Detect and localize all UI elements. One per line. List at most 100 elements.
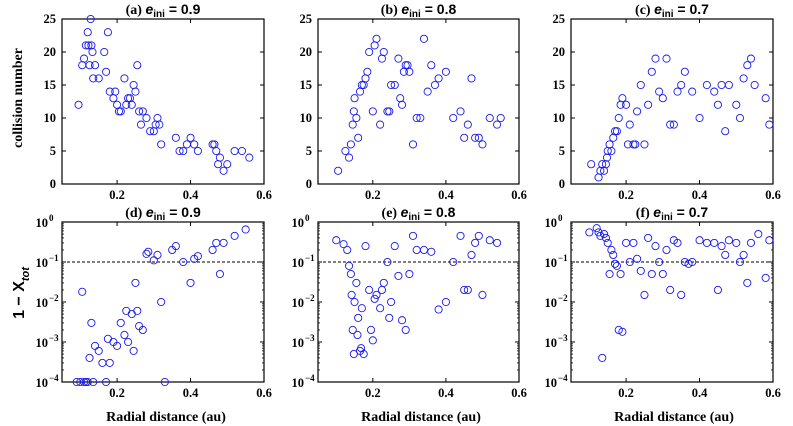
data-point (383, 257, 392, 267)
data-point (401, 325, 410, 335)
y-tick-label: 10 (36, 296, 49, 310)
panel-d: (d) eini = 0.90.2 0.4 0.610 −410 −310 −210 −11… (36, 204, 272, 400)
data-point (398, 100, 407, 109)
data-point (334, 166, 343, 175)
data-point (427, 247, 436, 256)
data-point (129, 80, 138, 90)
y-tick-label: 25 (44, 12, 57, 26)
panel-title-symbol: e (654, 1, 662, 17)
data-point (467, 250, 476, 260)
data-point (353, 330, 362, 340)
data-point (423, 87, 432, 96)
data-point (190, 140, 199, 149)
data-point (669, 120, 678, 129)
x-tick-label: 0.6 (511, 188, 527, 202)
y-tick-label-exponent: 0 (305, 213, 310, 223)
data-point (750, 80, 759, 90)
y-tick-label: 10 (545, 216, 558, 230)
data-point (212, 238, 221, 247)
data-point (666, 285, 675, 295)
data-point (135, 107, 144, 116)
data-point (85, 61, 94, 70)
panel-title-symbol: e (401, 204, 409, 220)
panel-title-sub: ini (661, 212, 673, 223)
y-tick-label-exponent: −2 (558, 293, 568, 303)
data-point (349, 107, 358, 116)
data-point (684, 259, 693, 268)
y-tick-label: 15 (553, 78, 566, 92)
y-tick-label: 10 (36, 376, 49, 390)
data-point (157, 140, 166, 149)
data-point (365, 285, 374, 295)
data-point (94, 74, 103, 83)
data-point (385, 107, 394, 116)
data-point (662, 245, 671, 255)
data-point (688, 87, 697, 96)
data-point (208, 245, 217, 255)
y-tick-label-exponent: −3 (49, 333, 59, 343)
data-point (357, 80, 366, 90)
data-point (94, 346, 103, 355)
data-point (131, 278, 140, 287)
panel-title-symbol: e (401, 1, 409, 17)
data-point (724, 80, 733, 90)
data-point (387, 80, 396, 90)
data-point (370, 294, 379, 303)
data-point (136, 120, 146, 129)
data-point (370, 41, 379, 50)
data-point (702, 238, 711, 247)
data-point (85, 353, 94, 362)
data-point (349, 349, 358, 359)
data-point (449, 257, 458, 267)
plot-frame (317, 18, 520, 185)
data-point (434, 74, 443, 83)
data-point (361, 242, 370, 251)
x-tick-label: 0.6 (511, 386, 527, 400)
data-point (622, 100, 631, 109)
data-point (114, 107, 123, 116)
data-point (629, 140, 638, 149)
data-point (219, 238, 228, 247)
data-point (153, 113, 162, 123)
data-point (732, 238, 741, 247)
panel-title-label: (f) (636, 206, 654, 221)
data-point (658, 269, 667, 279)
data-point (416, 113, 425, 123)
data-point (666, 120, 675, 129)
panel-e: (e) eini = 0.80.2 0.4 0.610 −410 −310 −210 −11… (292, 204, 527, 400)
data-point (346, 269, 355, 279)
data-point (179, 146, 188, 156)
data-point (103, 334, 112, 343)
data-point (210, 140, 219, 149)
data-point (155, 120, 164, 129)
data-point (171, 133, 180, 142)
data-point (412, 113, 421, 123)
y-tick-label: 15 (44, 78, 57, 92)
data-point (485, 113, 494, 123)
data-point (142, 249, 151, 258)
data-point (78, 61, 87, 70)
plot-frame (317, 221, 520, 383)
data-point (368, 336, 377, 345)
data-point (651, 242, 660, 251)
data-point (144, 247, 153, 256)
data-point (361, 74, 370, 83)
data-point (91, 61, 100, 70)
panel-title-sub: ini (154, 212, 166, 223)
data-point (601, 160, 610, 169)
x-tick-label: 0.4 (183, 188, 199, 202)
data-point (695, 236, 704, 245)
data-point (662, 54, 671, 63)
data-point (618, 94, 627, 103)
data-point (78, 287, 87, 296)
data-point (746, 238, 756, 247)
data-point (640, 290, 649, 300)
x-tick-label: 0.4 (438, 386, 454, 400)
y-tick-label: 10 (36, 256, 49, 270)
data-point (614, 113, 623, 123)
data-point (640, 140, 649, 149)
data-point (149, 256, 158, 265)
panel-title: (c) eini = 0.7 (635, 1, 709, 20)
data-point (125, 94, 134, 103)
